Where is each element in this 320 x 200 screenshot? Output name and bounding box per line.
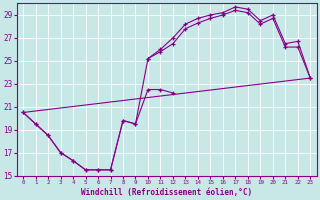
X-axis label: Windchill (Refroidissement éolien,°C): Windchill (Refroidissement éolien,°C) [81, 188, 252, 197]
